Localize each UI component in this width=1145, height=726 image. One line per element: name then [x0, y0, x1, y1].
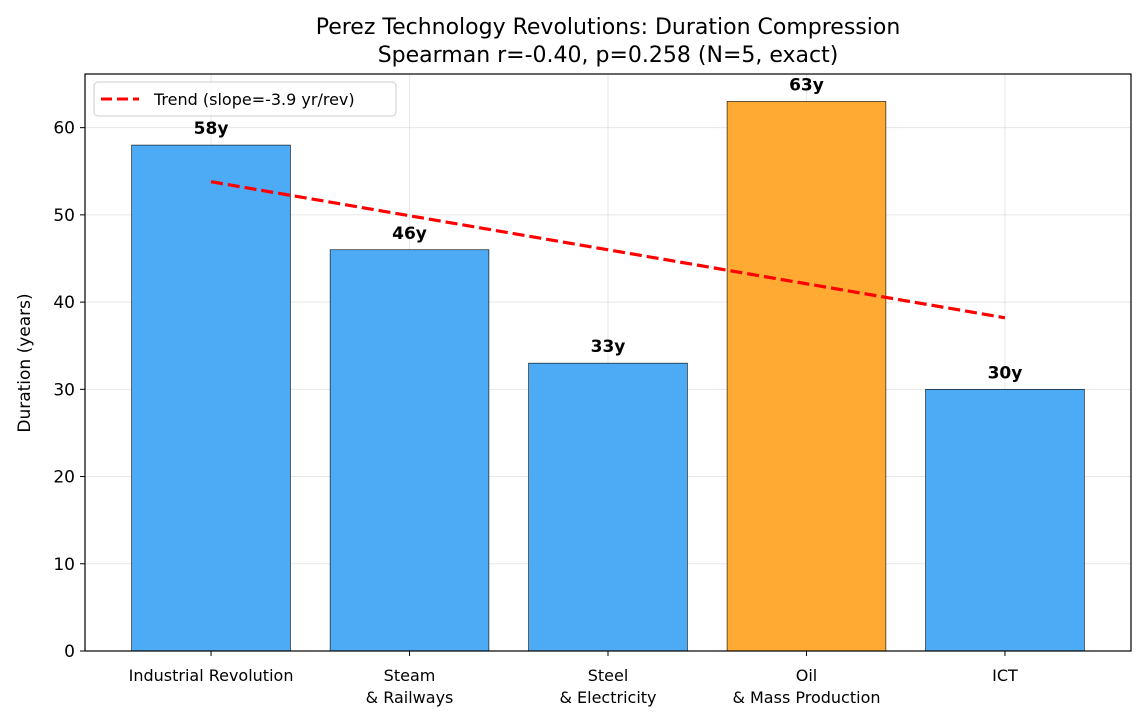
y-tick-label: 30: [53, 380, 75, 400]
y-tick-label: 10: [53, 555, 75, 575]
bar: [131, 144, 291, 652]
y-tick-label: 50: [53, 206, 75, 226]
x-tick-label: Steel & Electricity: [559, 666, 656, 707]
y-tick-label: 60: [53, 119, 75, 139]
chart-subtitle: Spearman r=-0.40, p=0.258 (N=5, exact): [378, 43, 839, 68]
data-label: 63y: [789, 75, 824, 95]
x-tick-label: Oil & Mass Production: [732, 666, 880, 707]
y-tick-label: 0: [64, 642, 75, 662]
data-label: 33y: [591, 337, 626, 357]
bar: [329, 249, 490, 652]
legend-trend-label: Trend (slope=-3.9 yr/rev): [153, 90, 355, 109]
data-label: 58y: [194, 119, 229, 139]
y-tick-label: 40: [53, 293, 75, 313]
y-tick-label: 20: [53, 468, 75, 488]
data-label: 30y: [988, 363, 1023, 383]
x-tick-label: Industrial Revolution: [129, 666, 294, 685]
y-axis-label: Duration (years): [15, 293, 35, 432]
bar: [726, 101, 887, 652]
bar: [528, 362, 688, 652]
legend: Trend (slope=-3.9 yr/rev): [93, 81, 397, 117]
x-tick-label: ICT: [992, 666, 1018, 685]
bar: [925, 389, 1085, 652]
data-label: 46y: [392, 224, 427, 244]
x-tick-label: Steam & Railways: [366, 666, 454, 707]
chart-title: Perez Technology Revolutions: Duration C…: [316, 15, 901, 40]
trend-line: [210, 180, 1006, 320]
